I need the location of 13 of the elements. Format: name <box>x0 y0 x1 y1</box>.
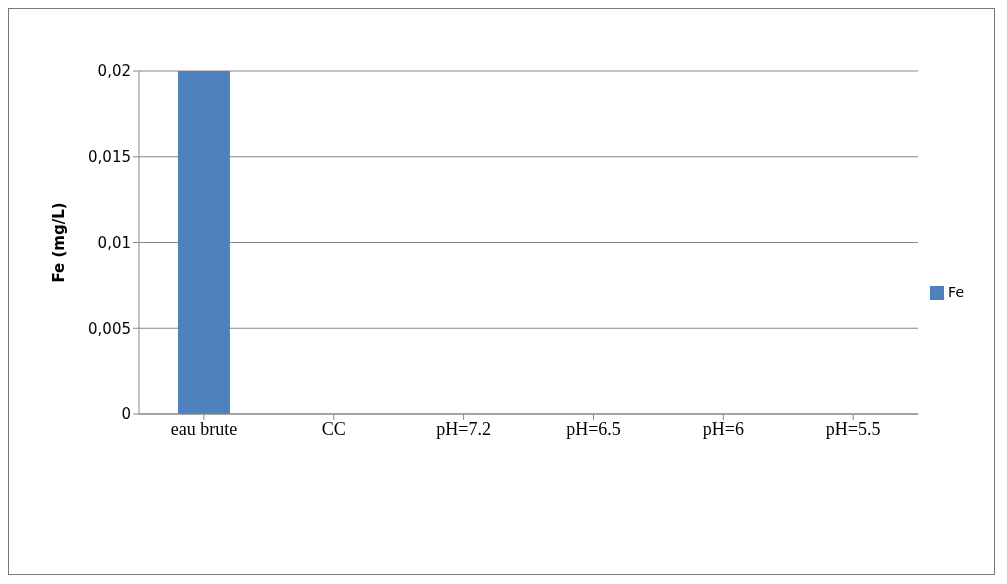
y-tick-label: 0,015 <box>88 148 131 167</box>
y-tick-label: 0,005 <box>88 319 131 338</box>
x-tick-label: pH=5.5 <box>825 418 881 439</box>
y-tick-label: 0,01 <box>97 233 131 252</box>
x-tick-label: CC <box>321 418 346 439</box>
y-tick-label: 0,02 <box>97 62 131 81</box>
y-tick-label: 0 <box>121 405 131 424</box>
y-axis-title: Fe (mg/L) <box>50 202 69 283</box>
x-tick-label: pH=6 <box>702 418 744 439</box>
legend-label: Fe <box>948 283 964 300</box>
x-tick-label: pH=6.5 <box>566 418 621 439</box>
x-tick-label: eau brute <box>170 418 238 439</box>
x-tick-label: pH=7.2 <box>436 418 491 439</box>
